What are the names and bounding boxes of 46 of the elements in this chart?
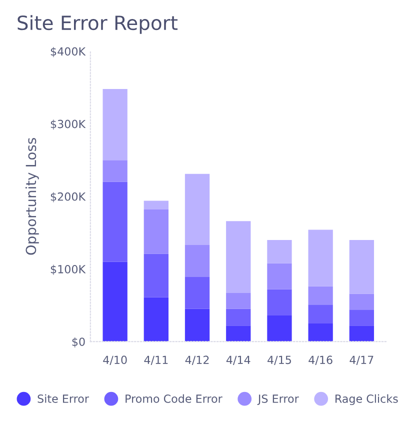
bar xyxy=(349,240,374,294)
bar xyxy=(267,315,292,342)
y-tick-label: $400K xyxy=(50,47,86,58)
bar xyxy=(144,254,169,298)
bar xyxy=(226,326,251,342)
bar xyxy=(102,88,128,160)
bar xyxy=(144,209,169,254)
bar xyxy=(184,245,210,277)
bar xyxy=(267,240,292,264)
bar xyxy=(102,182,128,262)
bar xyxy=(349,294,374,310)
y-axis-title: Opportunity Loss xyxy=(25,138,39,255)
bar xyxy=(267,289,292,316)
legend-label: Site Error xyxy=(38,394,89,403)
y-tick-label: $300K xyxy=(50,120,86,130)
x-tick-label: 4/17 xyxy=(350,356,374,365)
bar xyxy=(349,310,374,326)
x-tick-label: 4/10 xyxy=(103,356,127,365)
y-tick-label: $200K xyxy=(50,192,86,202)
bar xyxy=(226,308,251,326)
bar xyxy=(349,326,374,342)
bar xyxy=(102,160,128,182)
y-tick-label: $100K xyxy=(50,264,86,275)
bar xyxy=(226,221,251,293)
bar xyxy=(308,286,333,305)
legend-label: Rage Clicks xyxy=(336,394,398,406)
x-tick-label: 4/12 xyxy=(185,356,209,365)
x-tick-label: 4/14 xyxy=(226,356,250,365)
bar xyxy=(184,276,210,309)
bar xyxy=(184,174,210,246)
y-tick-label: $0 xyxy=(72,337,85,348)
chart-title: Site Error Report xyxy=(18,15,178,34)
bar xyxy=(102,262,128,342)
bar xyxy=(267,263,292,290)
bar xyxy=(144,297,169,342)
legend-label: JS Error xyxy=(257,394,299,405)
bar xyxy=(308,304,333,324)
bar xyxy=(184,308,210,342)
bar xyxy=(308,323,333,342)
legend-label: Promo Code Error xyxy=(126,394,222,403)
bar xyxy=(308,230,333,286)
x-tick-label: 4/16 xyxy=(308,356,332,365)
bar xyxy=(144,200,169,210)
bar xyxy=(226,292,251,309)
x-tick-label: 4/11 xyxy=(144,356,168,365)
x-tick-label: 4/15 xyxy=(268,356,291,365)
